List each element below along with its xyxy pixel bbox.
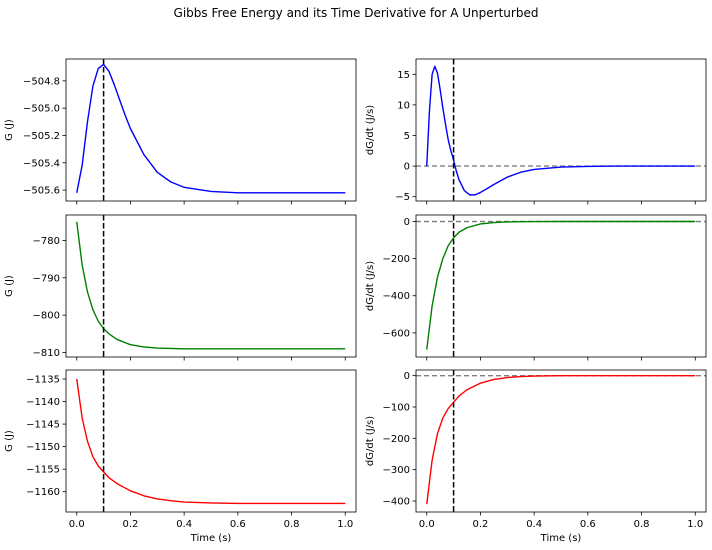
chart-5-ytick-label-2: −200 <box>383 434 410 445</box>
chart-0-ytick-label-1: −505.4 <box>23 158 60 169</box>
chart-0-ytick-label-0: −505.6 <box>23 186 60 197</box>
chart-4-ytick-label-3: −1145 <box>26 420 60 431</box>
chart-5-ytick-label-3: −100 <box>383 402 410 413</box>
chart-1-ytick-label-2: 5 <box>404 131 410 142</box>
chart-5-xlabel: Time (s) <box>540 533 582 544</box>
chart-3-ytick-label-0: −600 <box>383 328 410 339</box>
chart-1: −5 0 5 10 15 dG/dt (J/s) <box>365 58 707 205</box>
chart-3-ytick-label-3: 0 <box>404 217 410 228</box>
chart-3-ytick-label-2: −200 <box>383 254 410 265</box>
chart-0-series-line <box>76 63 346 194</box>
chart-5-xtick-label-0: 0.0 <box>419 519 435 530</box>
chart-1-ytick-label-3: 10 <box>397 100 410 111</box>
chart-5-xtick-label-1: 0.2 <box>472 519 488 530</box>
chart-5-series-line <box>426 374 696 505</box>
chart-1-frame <box>415 58 707 202</box>
chart-3-frame <box>415 214 707 358</box>
chart-2-ylabel: G (J) <box>4 275 15 297</box>
chart-2: −810 −800 −790 −780 G (J) <box>4 214 357 361</box>
chart-4-xtick-label-1: 0.2 <box>122 519 138 530</box>
chart-5-ytick-label-0: −400 <box>383 497 410 508</box>
chart-4-ytick-label-2: −1150 <box>26 442 60 453</box>
chart-3: −600 −400 −200 0 dG/dt (J/s) <box>365 214 707 361</box>
chart-5-xtick-label-4: 0.8 <box>634 519 650 530</box>
chart-4-frame <box>65 369 357 513</box>
chart-4-xtick-label-4: 0.8 <box>284 519 300 530</box>
chart-5-xtick-label-2: 0.4 <box>526 519 542 530</box>
chart-0-ytick-label-4: −504.8 <box>23 76 60 87</box>
chart-4-ytick-label-5: −1135 <box>26 375 60 386</box>
chart-4: −1160 −1155 −1150 −1145 −1140 −1135 0.0 0.2 0.4 0… <box>4 369 357 544</box>
chart-1-ytick-label-0: −5 <box>395 192 410 203</box>
figure-title: Gibbs Free Energy and its Time Derivativ… <box>174 6 539 20</box>
chart-5: −400 −300 −200 −100 0 0.0 0.2 0.4 0.6 0.8 1.0 dG/dt… <box>365 369 707 544</box>
chart-0-ylabel: G (J) <box>4 119 15 141</box>
chart-2-ytick-label-1: −800 <box>33 311 60 322</box>
chart-0-ytick-label-2: −505.2 <box>23 131 60 142</box>
chart-0-frame <box>65 58 357 202</box>
chart-4-xtick-label-2: 0.4 <box>176 519 192 530</box>
chart-1-series-line <box>426 65 696 196</box>
subplot-grid: −505.6 −505.4 −505.2 −505.0 −504.8 G (J) −5 0 5 1… <box>4 58 707 544</box>
chart-5-xtick-label-3: 0.6 <box>580 519 596 530</box>
chart-0-ytick-label-3: −505.0 <box>23 104 60 115</box>
chart-4-ytick-label-1: −1155 <box>26 465 60 476</box>
chart-4-xtick-label-0: 0.0 <box>69 519 85 530</box>
chart-4-series-line <box>76 378 346 505</box>
chart-4-xtick-label-3: 0.6 <box>230 519 246 530</box>
chart-2-ytick-label-3: −780 <box>33 236 60 247</box>
chart-2-ytick-label-0: −810 <box>33 348 60 359</box>
chart-5-ytick-label-4: 0 <box>404 371 410 382</box>
chart-2-ytick-label-2: −790 <box>33 273 60 284</box>
chart-1-ytick-label-1: 0 <box>404 162 410 173</box>
chart-5-xtick-label-5: 1.0 <box>687 519 703 530</box>
chart-2-frame <box>65 214 357 358</box>
chart-3-ytick-label-1: −400 <box>383 291 410 302</box>
chart-5-ylabel: dG/dt (J/s) <box>365 416 376 466</box>
chart-4-ylabel: G (J) <box>4 430 15 452</box>
chart-3-series-line <box>426 220 696 350</box>
chart-1-ytick-label-4: 15 <box>397 70 410 81</box>
chart-3-ylabel: dG/dt (J/s) <box>365 261 376 311</box>
chart-0: −505.6 −505.4 −505.2 −505.0 −504.8 G (J) <box>4 58 357 205</box>
chart-4-xtick-label-5: 1.0 <box>337 519 353 530</box>
chart-5-frame <box>415 369 707 513</box>
chart-1-ylabel: dG/dt (J/s) <box>365 105 376 155</box>
chart-2-series-line <box>76 221 346 350</box>
chart-4-ytick-label-4: −1140 <box>26 397 60 408</box>
chart-5-ytick-label-1: −300 <box>383 465 410 476</box>
chart-4-xlabel: Time (s) <box>190 533 232 544</box>
chart-4-ytick-label-0: −1160 <box>26 487 60 498</box>
